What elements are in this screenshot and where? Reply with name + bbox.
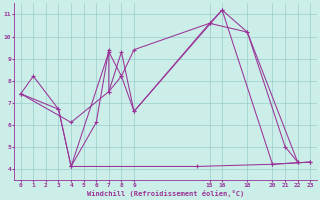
X-axis label: Windchill (Refroidissement éolien,°C): Windchill (Refroidissement éolien,°C) bbox=[87, 190, 244, 197]
